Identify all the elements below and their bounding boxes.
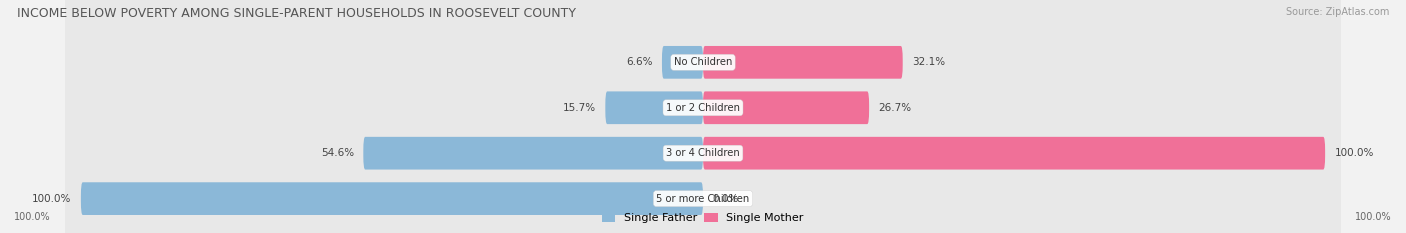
FancyBboxPatch shape bbox=[65, 20, 1341, 233]
Text: 26.7%: 26.7% bbox=[879, 103, 911, 113]
Text: 3 or 4 Children: 3 or 4 Children bbox=[666, 148, 740, 158]
Text: 54.6%: 54.6% bbox=[321, 148, 354, 158]
Text: No Children: No Children bbox=[673, 57, 733, 67]
Text: INCOME BELOW POVERTY AMONG SINGLE-PARENT HOUSEHOLDS IN ROOSEVELT COUNTY: INCOME BELOW POVERTY AMONG SINGLE-PARENT… bbox=[17, 7, 576, 20]
FancyBboxPatch shape bbox=[662, 46, 703, 79]
Text: 32.1%: 32.1% bbox=[912, 57, 945, 67]
FancyBboxPatch shape bbox=[606, 91, 703, 124]
FancyBboxPatch shape bbox=[363, 137, 703, 170]
Text: 15.7%: 15.7% bbox=[562, 103, 596, 113]
Text: 100.0%: 100.0% bbox=[32, 194, 72, 204]
Text: 0.0%: 0.0% bbox=[713, 194, 738, 204]
FancyBboxPatch shape bbox=[65, 0, 1341, 233]
Text: 5 or more Children: 5 or more Children bbox=[657, 194, 749, 204]
FancyBboxPatch shape bbox=[82, 182, 703, 215]
FancyBboxPatch shape bbox=[703, 137, 1324, 170]
FancyBboxPatch shape bbox=[703, 46, 903, 79]
Text: Source: ZipAtlas.com: Source: ZipAtlas.com bbox=[1285, 7, 1389, 17]
FancyBboxPatch shape bbox=[65, 0, 1341, 196]
Text: 1 or 2 Children: 1 or 2 Children bbox=[666, 103, 740, 113]
Text: 100.0%: 100.0% bbox=[14, 212, 51, 222]
Text: 6.6%: 6.6% bbox=[626, 57, 652, 67]
Legend: Single Father, Single Mother: Single Father, Single Mother bbox=[598, 208, 808, 227]
Text: 100.0%: 100.0% bbox=[1355, 212, 1392, 222]
FancyBboxPatch shape bbox=[703, 91, 869, 124]
Text: 100.0%: 100.0% bbox=[1334, 148, 1374, 158]
FancyBboxPatch shape bbox=[65, 65, 1341, 233]
